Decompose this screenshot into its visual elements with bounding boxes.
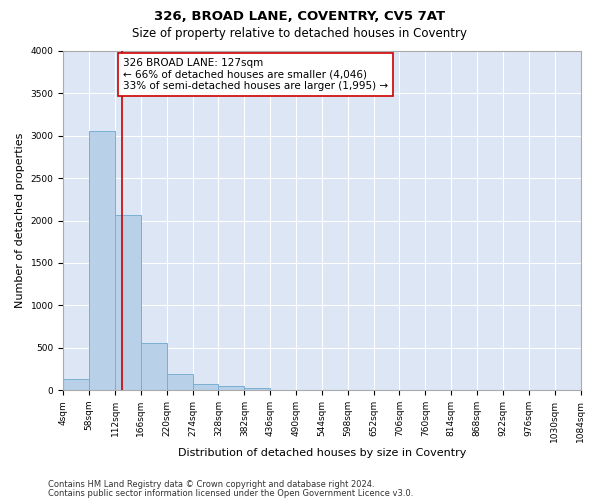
Y-axis label: Number of detached properties: Number of detached properties [15,133,25,308]
Bar [193,384,218,390]
Text: Contains HM Land Registry data © Crown copyright and database right 2024.: Contains HM Land Registry data © Crown c… [48,480,374,489]
Bar [141,342,167,390]
Text: 326 BROAD LANE: 127sqm
← 66% of detached houses are smaller (4,046)
33% of semi-: 326 BROAD LANE: 127sqm ← 66% of detached… [123,58,388,91]
Text: Contains public sector information licensed under the Open Government Licence v3: Contains public sector information licen… [48,489,413,498]
Bar [115,216,141,390]
X-axis label: Distribution of detached houses by size in Coventry: Distribution of detached houses by size … [178,448,466,458]
Text: 326, BROAD LANE, COVENTRY, CV5 7AT: 326, BROAD LANE, COVENTRY, CV5 7AT [154,10,446,23]
Bar [244,388,270,390]
Text: Size of property relative to detached houses in Coventry: Size of property relative to detached ho… [133,28,467,40]
Bar [167,374,193,390]
Bar [89,130,115,390]
Bar [63,379,89,390]
Bar [218,386,244,390]
